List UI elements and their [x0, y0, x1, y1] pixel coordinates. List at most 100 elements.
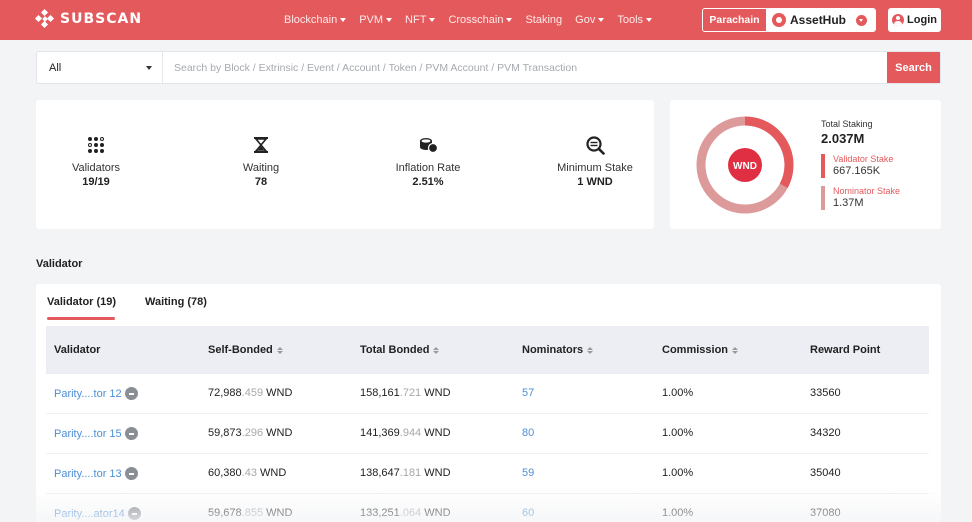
commission-cell: 1.00%	[662, 427, 694, 439]
column-header-reward-point: Reward Point	[810, 344, 880, 356]
stat-value: 2.51%	[412, 176, 444, 188]
chevron-down-icon	[506, 18, 513, 22]
staking-summary-card: WND Total Staking 2.037M Validator Stake…	[670, 100, 941, 229]
validator-name-link[interactable]: Parity....tor 15	[54, 427, 122, 440]
column-label: Validator	[54, 344, 101, 356]
tab-validators[interactable]: Validator (19)	[47, 296, 117, 308]
nav-gov[interactable]: Gov	[575, 14, 605, 26]
validator-stake-arc	[696, 116, 794, 214]
amount-integer: 158,161	[360, 387, 400, 399]
amount-integer: 59,873	[208, 427, 242, 439]
nav-blockchain-label: Blockchain	[284, 14, 338, 26]
stat-validators: Validators 19/19	[36, 134, 156, 190]
tab-waiting[interactable]: Waiting (78)	[145, 296, 207, 308]
total-staking-value: 2.037M	[821, 131, 865, 146]
validator-cell[interactable]: Parity....ator14	[54, 507, 141, 520]
reward-point-cell: 35040	[810, 467, 841, 479]
validator-cell[interactable]: Parity....tor 15	[54, 427, 138, 440]
minus-badge-icon[interactable]	[124, 467, 138, 480]
chain-type-label[interactable]: Parachain	[703, 9, 766, 31]
nominators-cell[interactable]: 59	[522, 467, 535, 479]
nav-pvm-label: PVM	[359, 14, 384, 26]
amount-unit: WND	[260, 467, 287, 479]
validator-name-link[interactable]: Parity....tor 13	[54, 467, 122, 480]
minus-badge-icon[interactable]	[127, 507, 141, 520]
nav-crosschain-label: Crosschain	[448, 14, 504, 26]
reward-point-cell: 37080	[810, 507, 841, 519]
validator-stake-value: 667.165K	[833, 165, 881, 177]
column-header-self-bonded[interactable]: Self-Bonded	[208, 344, 283, 356]
main-nav: Blockchain PVM NFT Crosschain Staking Go…	[284, 0, 665, 40]
column-header-nominators[interactable]: Nominators	[522, 344, 594, 356]
user-icon	[892, 14, 905, 26]
nominators-cell[interactable]: 80	[522, 427, 535, 439]
minus-badge-icon[interactable]	[124, 387, 138, 400]
amount-unit: WND	[266, 507, 293, 519]
stat-label: Minimum Stake	[557, 162, 633, 174]
subscan-logo[interactable]: SUBSCAN	[34, 8, 142, 29]
validator-name-link[interactable]: Parity....ator14	[54, 507, 125, 520]
coins-icon	[368, 134, 488, 156]
staking-breakdown: Total Staking 2.037M Validator Stake 667…	[821, 119, 900, 210]
amount-decimal: .064	[399, 507, 422, 519]
commission-cell: 1.00%	[662, 387, 694, 399]
nominator-stake-row: Nominator Stake 1.37M	[821, 186, 900, 210]
stat-minimum-stake: Minimum Stake 1 WND	[535, 134, 655, 190]
validator-cell[interactable]: Parity....tor 13	[54, 467, 138, 480]
subscan-logo-icon	[34, 8, 55, 29]
stat-inflation-rate: Inflation Rate 2.51%	[368, 134, 488, 190]
network-name: AssetHub	[790, 13, 847, 27]
amount-decimal: .459	[241, 387, 264, 399]
token-symbol: WND	[733, 161, 757, 172]
reward-point-cell: 33560	[810, 387, 841, 399]
nominators-cell[interactable]: 60	[522, 507, 535, 519]
login-button[interactable]: Login	[888, 8, 941, 32]
validator-panel: Validator (19) Waiting (78) Validator Se…	[36, 284, 941, 522]
commission-cell: 1.00%	[662, 467, 694, 479]
chevron-down-icon	[146, 65, 152, 70]
self-bonded-cell: 72,988.459 WND	[208, 387, 292, 399]
network-stats-card: Validators 19/19 Waiting 78 Inflation Ra…	[36, 100, 654, 229]
validator-name-link[interactable]: Parity....tor 12	[54, 387, 122, 400]
network-switcher[interactable]: Parachain AssetHub	[702, 8, 876, 32]
section-title: Validator	[36, 258, 83, 270]
nav-staking[interactable]: Staking	[525, 14, 562, 26]
nav-tools[interactable]: Tools	[617, 14, 653, 26]
sort-icon[interactable]	[732, 346, 739, 354]
nominators-cell[interactable]: 57	[522, 387, 535, 399]
table-row: Parity....tor 13 60,380.43 WND 138,647.1…	[46, 454, 929, 494]
amount-integer: 59,678	[208, 507, 242, 519]
amount-integer: 141,369	[360, 427, 400, 439]
validator-stake-color-bar	[821, 154, 825, 178]
search-input[interactable]	[163, 52, 887, 83]
validator-cell[interactable]: Parity....tor 12	[54, 387, 138, 400]
amount-integer: 133,251	[360, 507, 400, 519]
minus-badge-icon[interactable]	[124, 427, 138, 440]
nav-blockchain[interactable]: Blockchain	[284, 14, 347, 26]
amount-decimal: .944	[399, 427, 422, 439]
chevron-down-icon	[646, 18, 653, 22]
total-bonded-cell: 133,251.064 WND	[360, 507, 451, 519]
column-label: Nominators	[522, 344, 584, 356]
sort-icon[interactable]	[433, 346, 440, 354]
network-selector[interactable]: AssetHub	[766, 9, 875, 31]
amount-decimal: .43	[241, 467, 257, 479]
amount-unit: WND	[424, 427, 451, 439]
nav-pvm[interactable]: PVM	[359, 14, 393, 26]
column-header-commission[interactable]: Commission	[662, 344, 739, 356]
chevron-down-icon[interactable]	[856, 14, 868, 26]
amount-decimal: .721	[399, 387, 422, 399]
wnd-token-icon	[728, 148, 762, 182]
sort-icon[interactable]	[276, 346, 283, 354]
stat-label: Validators	[71, 162, 121, 174]
column-header-total-bonded[interactable]: Total Bonded	[360, 344, 440, 356]
nav-nft[interactable]: NFT	[405, 14, 436, 26]
nav-crosschain[interactable]: Crosschain	[448, 14, 513, 26]
column-label: Reward Point	[810, 344, 881, 356]
search-button[interactable]: Search	[887, 52, 940, 83]
search-filter-select[interactable]: All	[37, 52, 163, 83]
chevron-down-icon	[386, 18, 393, 22]
table-header: Validator Self-Bonded Total Bonded Nomin…	[46, 326, 929, 374]
sort-icon[interactable]	[587, 346, 594, 354]
chevron-down-icon	[429, 18, 436, 22]
